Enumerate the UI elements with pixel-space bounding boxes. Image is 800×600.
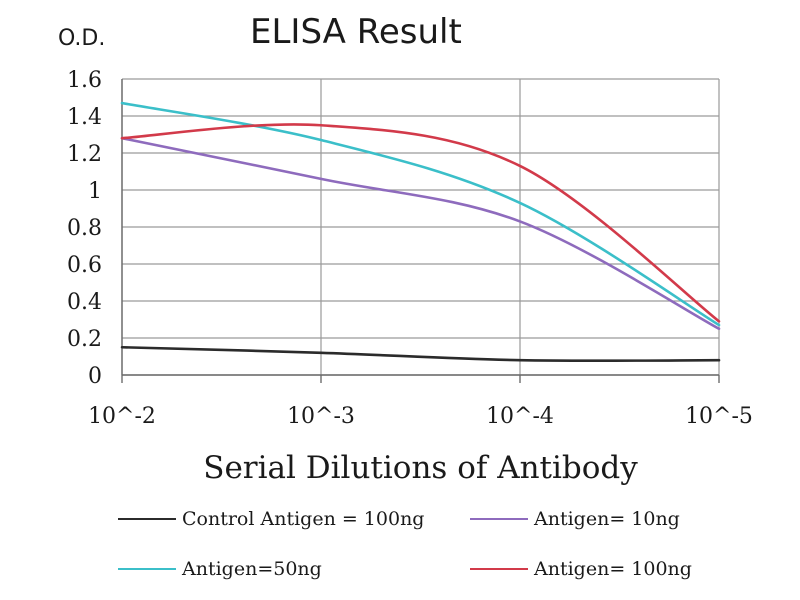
legend-label: Antigen= 100ng	[534, 558, 692, 580]
legend-item: Control Antigen = 100ng	[118, 508, 424, 530]
y-axis-label: O.D.	[58, 26, 106, 51]
plot-area: 0 0.2 0.4 0.6 0.8 1 1.2 1.4 1.6 10^-2 10^-3 10^-4 10…	[67, 68, 753, 486]
chart-title: ELISA Result	[250, 12, 462, 52]
series-line-1	[120, 136, 721, 331]
legend-item: Antigen= 100ng	[470, 558, 692, 580]
legend-swatch	[118, 518, 176, 520]
x-axis-title: Serial Dilutions of Antibody	[203, 450, 638, 486]
legend-swatch	[470, 568, 528, 570]
y-tick-label: 0.6	[67, 253, 102, 278]
y-tick-label: 1	[88, 179, 102, 204]
legend-swatch	[470, 518, 528, 520]
x-tick-label: 10^-4	[486, 404, 554, 429]
series-line-0	[120, 345, 721, 363]
y-tick-label: 1.6	[67, 68, 102, 93]
y-tick-label: 1.2	[67, 142, 102, 167]
legend-item: Antigen=50ng	[118, 558, 322, 580]
legend-item: Antigen= 10ng	[470, 508, 680, 530]
legend-label: Control Antigen = 100ng	[182, 508, 425, 530]
x-tick-label: 10^-3	[287, 404, 355, 429]
series-line-2	[120, 101, 721, 327]
series-line-3	[120, 123, 721, 323]
x-tick-label: 10^-5	[685, 404, 753, 429]
legend: Control Antigen = 100ng Antigen= 10ng Anti…	[0, 500, 800, 600]
x-tick-label: 10^-2	[88, 404, 156, 429]
y-tick-label: 0.2	[67, 327, 102, 352]
y-tick-label: 0	[88, 364, 102, 389]
legend-label: Antigen= 10ng	[534, 508, 680, 530]
y-tick-label: 0.8	[67, 216, 102, 241]
y-tick-label: 0.4	[67, 290, 102, 315]
legend-label: Antigen=50ng	[182, 558, 322, 580]
y-tick-label: 1.4	[67, 105, 102, 130]
legend-swatch	[118, 568, 176, 570]
